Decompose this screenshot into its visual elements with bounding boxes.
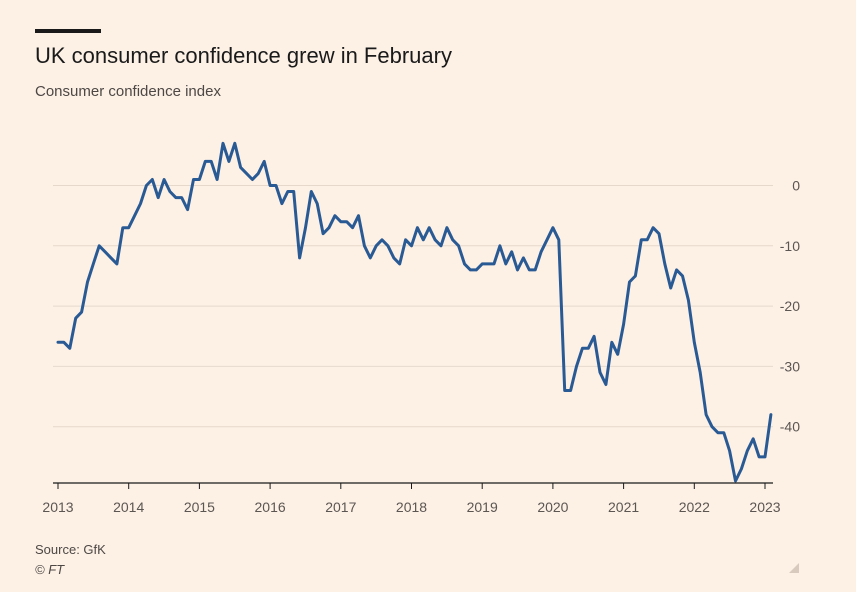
series-line-consumer-confidence [56, 141, 773, 483]
x-tick-label: 2016 [255, 499, 286, 515]
title-accent-bar [35, 29, 101, 33]
x-tick-label: 2022 [679, 499, 710, 515]
x-tick-label: 2014 [113, 499, 144, 515]
y-tick-label: 0 [792, 178, 800, 194]
x-tick-label: 2018 [396, 499, 427, 515]
x-tick-label: 2015 [184, 499, 215, 515]
y-tick-label: -30 [780, 358, 800, 374]
y-tick-label: -40 [780, 419, 800, 435]
copyright-note: © FT [35, 562, 65, 577]
x-tick-label: 2020 [537, 499, 568, 515]
y-tick-label: -20 [780, 298, 800, 314]
chart-subtitle: Consumer confidence index [35, 83, 221, 100]
x-tick-label: 2019 [467, 499, 498, 515]
x-tick-label: 2023 [749, 499, 780, 515]
chart-title: UK consumer confidence grew in February [35, 43, 452, 68]
source-note: Source: GfK [35, 542, 106, 557]
resize-corner-icon [789, 563, 799, 573]
y-tick-label: -10 [780, 238, 800, 254]
x-tick-label: 2021 [608, 499, 639, 515]
x-tick-label: 2017 [325, 499, 356, 515]
x-tick-label: 2013 [42, 499, 73, 515]
